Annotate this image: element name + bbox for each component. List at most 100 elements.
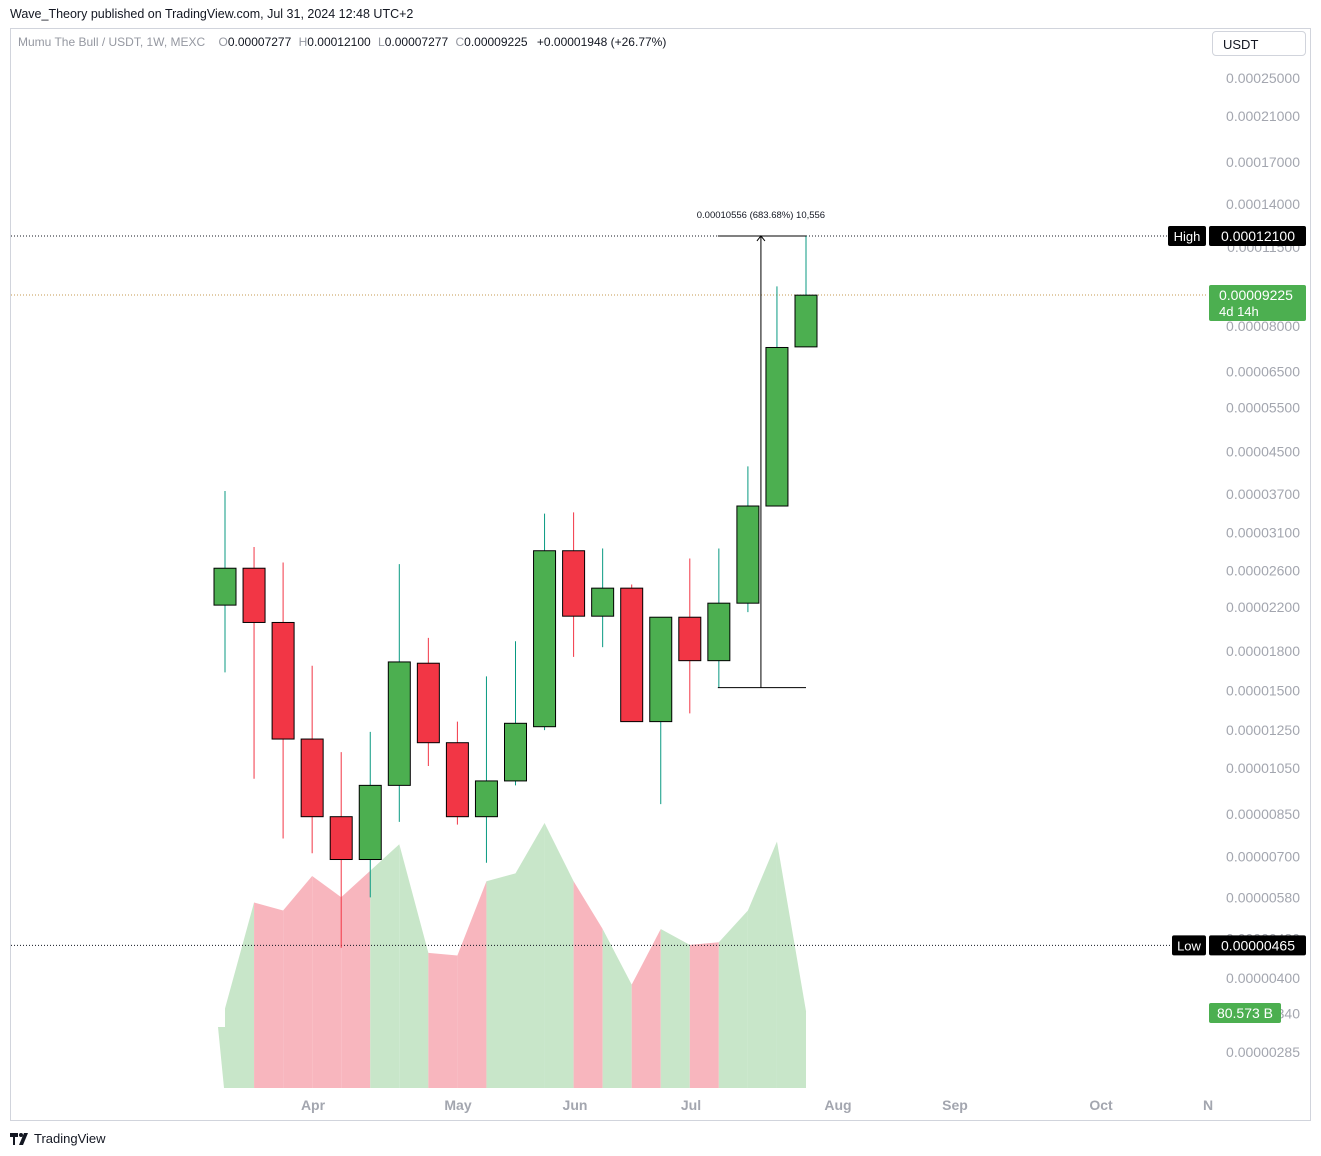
volume-area-segment (225, 902, 255, 1088)
measure-label: 0.00010556 (683.68%) 10,556 (697, 210, 825, 221)
published-caption: Wave_Theory published on TradingView.com… (10, 7, 414, 21)
volume-area-segment (370, 844, 400, 1088)
volume-area-segment (283, 876, 313, 1088)
candle (358, 731, 382, 898)
price-tick-label: 0.00000285 (1226, 1044, 1300, 1060)
high-value-badge (1209, 225, 1306, 246)
time-tick-label: Oct (1089, 1097, 1113, 1113)
countdown-label: 4d 14h (1219, 304, 1259, 319)
candle (765, 286, 789, 507)
current-price-label: 0.00009225 (1219, 287, 1293, 303)
volume-area-segment (660, 929, 690, 1088)
price-tick-label: 0.00003100 (1226, 524, 1300, 540)
time-tick-label: May (444, 1097, 471, 1113)
candle-body (445, 742, 469, 818)
volume-area-segment (399, 844, 429, 1088)
candle (562, 512, 586, 657)
volume-area-segment (602, 929, 632, 1088)
footer-brand[interactable]: TradingView (10, 1131, 106, 1146)
candle-body (649, 616, 673, 723)
currency-button[interactable]: USDT (1212, 31, 1306, 56)
price-tick-label: 0.00021000 (1226, 108, 1300, 124)
candle-body (591, 587, 615, 617)
candle (649, 616, 673, 805)
measure-arrow-icon (756, 235, 766, 242)
volume-area-segment (457, 881, 487, 1088)
candle (271, 562, 295, 839)
low-value: 0.00007277 (384, 35, 449, 49)
volume-layer (218, 823, 806, 1088)
tradingview-logo-icon (10, 1132, 28, 1145)
time-tick-label: Jul (681, 1097, 701, 1113)
volume-area-segment (718, 910, 748, 1088)
low-value-label: 0.00000465 (1221, 937, 1295, 953)
candle-body (620, 587, 644, 723)
candle-body (765, 346, 789, 507)
candle-body (707, 602, 731, 662)
candle-body (736, 505, 760, 604)
high-tag-label: High (1174, 229, 1201, 244)
candle (591, 548, 615, 648)
price-tick-label: 0.00003700 (1226, 486, 1300, 502)
volume-badge (1209, 1003, 1281, 1023)
volume-area-segment (341, 870, 371, 1088)
candle-body (329, 816, 353, 861)
candle (445, 721, 469, 825)
candles-layer (213, 235, 818, 948)
volume-area-segment (218, 1027, 225, 1088)
measure-tool: 0.00010556 (683.68%) 10,556 (697, 210, 825, 689)
candle (300, 665, 324, 854)
high-value-label: 0.00012100 (1221, 228, 1295, 244)
close-value: 0.00009225 (464, 35, 528, 49)
candle-body (213, 567, 237, 606)
price-badges: High 0.00012100 Low 0.00000465 0.000092254d … (1168, 225, 1306, 1023)
price-tick-label: 0.00025000 (1226, 70, 1300, 86)
candle (416, 637, 440, 767)
high-label: H (298, 35, 308, 49)
open-value: 0.00007277 (227, 35, 292, 49)
low-value-badge (1209, 935, 1306, 956)
volume-area-segment (573, 881, 603, 1088)
candle (707, 548, 731, 688)
chart-frame (10, 28, 1311, 1121)
price-tick-label: 0.00001800 (1226, 643, 1300, 659)
close-label: C (455, 35, 465, 49)
candle (387, 564, 411, 822)
candle-body (794, 294, 818, 348)
price-tick-label: 0.00001050 (1226, 760, 1300, 776)
change-value: +0.00001948 (+26.77%) (536, 35, 667, 49)
candle-body (358, 784, 382, 861)
price-axis: 0.00025000 0.00021000 0.00017000 0.00014000… (1226, 70, 1300, 1060)
price-tick-label: 0.00000580 (1226, 889, 1300, 905)
symbol-title[interactable]: Mumu The Bull / USDT, 1W, MEXC (18, 35, 206, 49)
time-tick-label: Aug (824, 1097, 851, 1113)
candle-body (300, 738, 324, 818)
ohlc-legend: Mumu The Bull / USDT, 1W, MEXC O0.000072… (18, 35, 666, 49)
candle (213, 490, 237, 673)
volume-badge-label: 80.573 B (1217, 1005, 1273, 1021)
candle (794, 235, 818, 348)
candle-body (416, 662, 440, 744)
volume-area-segment (254, 902, 284, 1088)
candle-body (562, 550, 586, 617)
volume-area-segment (544, 823, 574, 1088)
candle (533, 513, 557, 731)
candle-body (533, 550, 557, 728)
price-tick-label: 0.00004500 (1226, 443, 1300, 459)
time-axis: Apr May Jun Jul Aug Sep Oct N (301, 1097, 1213, 1113)
candle-body (271, 621, 295, 740)
price-tick-label: 0.00002200 (1226, 599, 1300, 615)
candle (504, 641, 527, 786)
price-tick-label: 0.00008000 (1226, 318, 1300, 334)
time-tick-label: N (1203, 1097, 1213, 1113)
price-tick-label: 0.00001250 (1226, 722, 1300, 738)
candle-body (242, 567, 266, 623)
volume-area-segment (776, 841, 806, 1088)
price-tick-label: 0.00002600 (1226, 563, 1300, 579)
price-tick-label: 0.00006500 (1226, 363, 1300, 379)
price-tick-label: 0.00000400 (1226, 970, 1300, 986)
volume-area-segment (486, 873, 516, 1088)
volume-area-segment (689, 942, 719, 1088)
time-tick-label: Jun (563, 1097, 588, 1113)
